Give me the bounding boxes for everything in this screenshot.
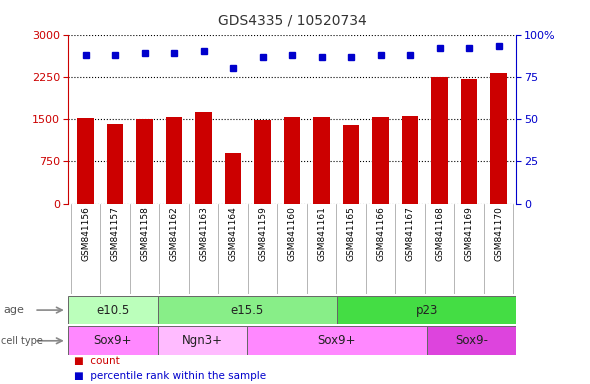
Text: GSM841156: GSM841156 xyxy=(81,206,90,261)
Text: e10.5: e10.5 xyxy=(96,304,129,316)
Text: GSM841170: GSM841170 xyxy=(494,206,503,261)
Bar xyxy=(136,119,153,204)
Text: GSM841166: GSM841166 xyxy=(376,206,385,261)
Text: GSM841162: GSM841162 xyxy=(169,206,179,261)
Bar xyxy=(313,118,330,204)
Bar xyxy=(461,79,477,204)
Text: Sox9-: Sox9- xyxy=(455,334,488,347)
Text: GSM841164: GSM841164 xyxy=(228,206,238,261)
Text: GSM841160: GSM841160 xyxy=(287,206,297,261)
Bar xyxy=(166,117,182,204)
Text: GSM841158: GSM841158 xyxy=(140,206,149,261)
Bar xyxy=(158,326,247,355)
Bar xyxy=(225,153,241,204)
Text: GSM841168: GSM841168 xyxy=(435,206,444,261)
Text: age: age xyxy=(3,305,24,315)
Text: Ngn3+: Ngn3+ xyxy=(182,334,223,347)
Text: GSM841165: GSM841165 xyxy=(346,206,356,261)
Bar xyxy=(247,326,427,355)
Bar xyxy=(402,116,418,204)
Bar xyxy=(337,296,516,324)
Bar xyxy=(107,124,123,204)
Text: ■  percentile rank within the sample: ■ percentile rank within the sample xyxy=(74,371,266,381)
Text: e15.5: e15.5 xyxy=(231,304,264,316)
Text: Sox9+: Sox9+ xyxy=(93,334,132,347)
Text: GSM841163: GSM841163 xyxy=(199,206,208,261)
Text: p23: p23 xyxy=(415,304,438,316)
Text: GSM841161: GSM841161 xyxy=(317,206,326,261)
Bar xyxy=(490,73,507,204)
Bar xyxy=(427,326,516,355)
Bar xyxy=(68,296,158,324)
Text: GSM841157: GSM841157 xyxy=(110,206,120,261)
Text: GSM841169: GSM841169 xyxy=(464,206,474,261)
Bar xyxy=(431,77,448,204)
Bar xyxy=(254,119,271,204)
Text: Sox9+: Sox9+ xyxy=(317,334,356,347)
Bar xyxy=(284,118,300,204)
Bar xyxy=(77,119,94,204)
Bar xyxy=(372,118,389,204)
Bar xyxy=(343,125,359,204)
Text: ■  count: ■ count xyxy=(74,356,120,366)
Text: GSM841167: GSM841167 xyxy=(405,206,415,261)
Bar xyxy=(195,112,212,204)
Text: GDS4335 / 10520734: GDS4335 / 10520734 xyxy=(218,13,366,27)
Text: GSM841159: GSM841159 xyxy=(258,206,267,261)
Text: cell type: cell type xyxy=(1,336,42,346)
Bar xyxy=(68,326,158,355)
Bar xyxy=(158,296,337,324)
